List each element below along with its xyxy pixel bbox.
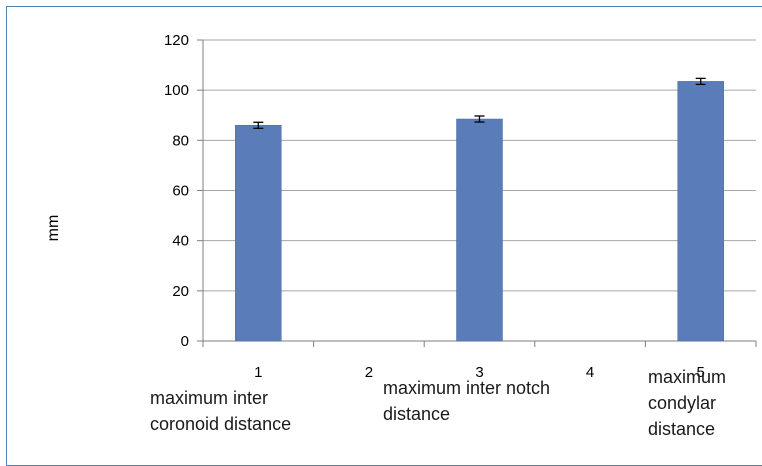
y-tick-label: 120 xyxy=(164,32,189,49)
y-tick-label: 20 xyxy=(172,283,189,300)
bars xyxy=(235,81,724,342)
x-tick-labels: 1 2 3 4 5 xyxy=(254,364,705,381)
y-tick-label: 0 xyxy=(181,333,189,350)
x-tick-label: 1 xyxy=(254,364,262,381)
x-tick-label: 5 xyxy=(697,364,705,381)
x-tick-label: 2 xyxy=(365,364,373,381)
y-tick-label: 100 xyxy=(164,82,189,99)
y-tick-label: 60 xyxy=(172,183,189,200)
category-label: maximum inter coronoid distance xyxy=(150,388,291,434)
x-tick-label: 4 xyxy=(586,364,594,381)
category-label: maximum condylar distance xyxy=(648,367,726,439)
category-labels: maximum inter coronoid distance maximum in… xyxy=(150,367,726,439)
x-tick-label: 3 xyxy=(475,364,483,381)
chart-frame xyxy=(6,6,762,466)
y-axis-label: mm xyxy=(45,215,62,242)
bar xyxy=(456,118,503,342)
bar xyxy=(677,81,724,342)
bar-chart: 0 20 40 60 80 100 120 1 2 3 4 5 maximum inter coron… xyxy=(45,32,757,439)
category-label: maximum inter notch distance xyxy=(383,378,550,424)
y-tick-label: 40 xyxy=(172,233,189,250)
y-tick-labels: 0 20 40 60 80 100 120 xyxy=(164,32,189,350)
y-tick-label: 80 xyxy=(172,132,189,149)
bar xyxy=(235,125,282,342)
error-bars xyxy=(253,77,706,129)
